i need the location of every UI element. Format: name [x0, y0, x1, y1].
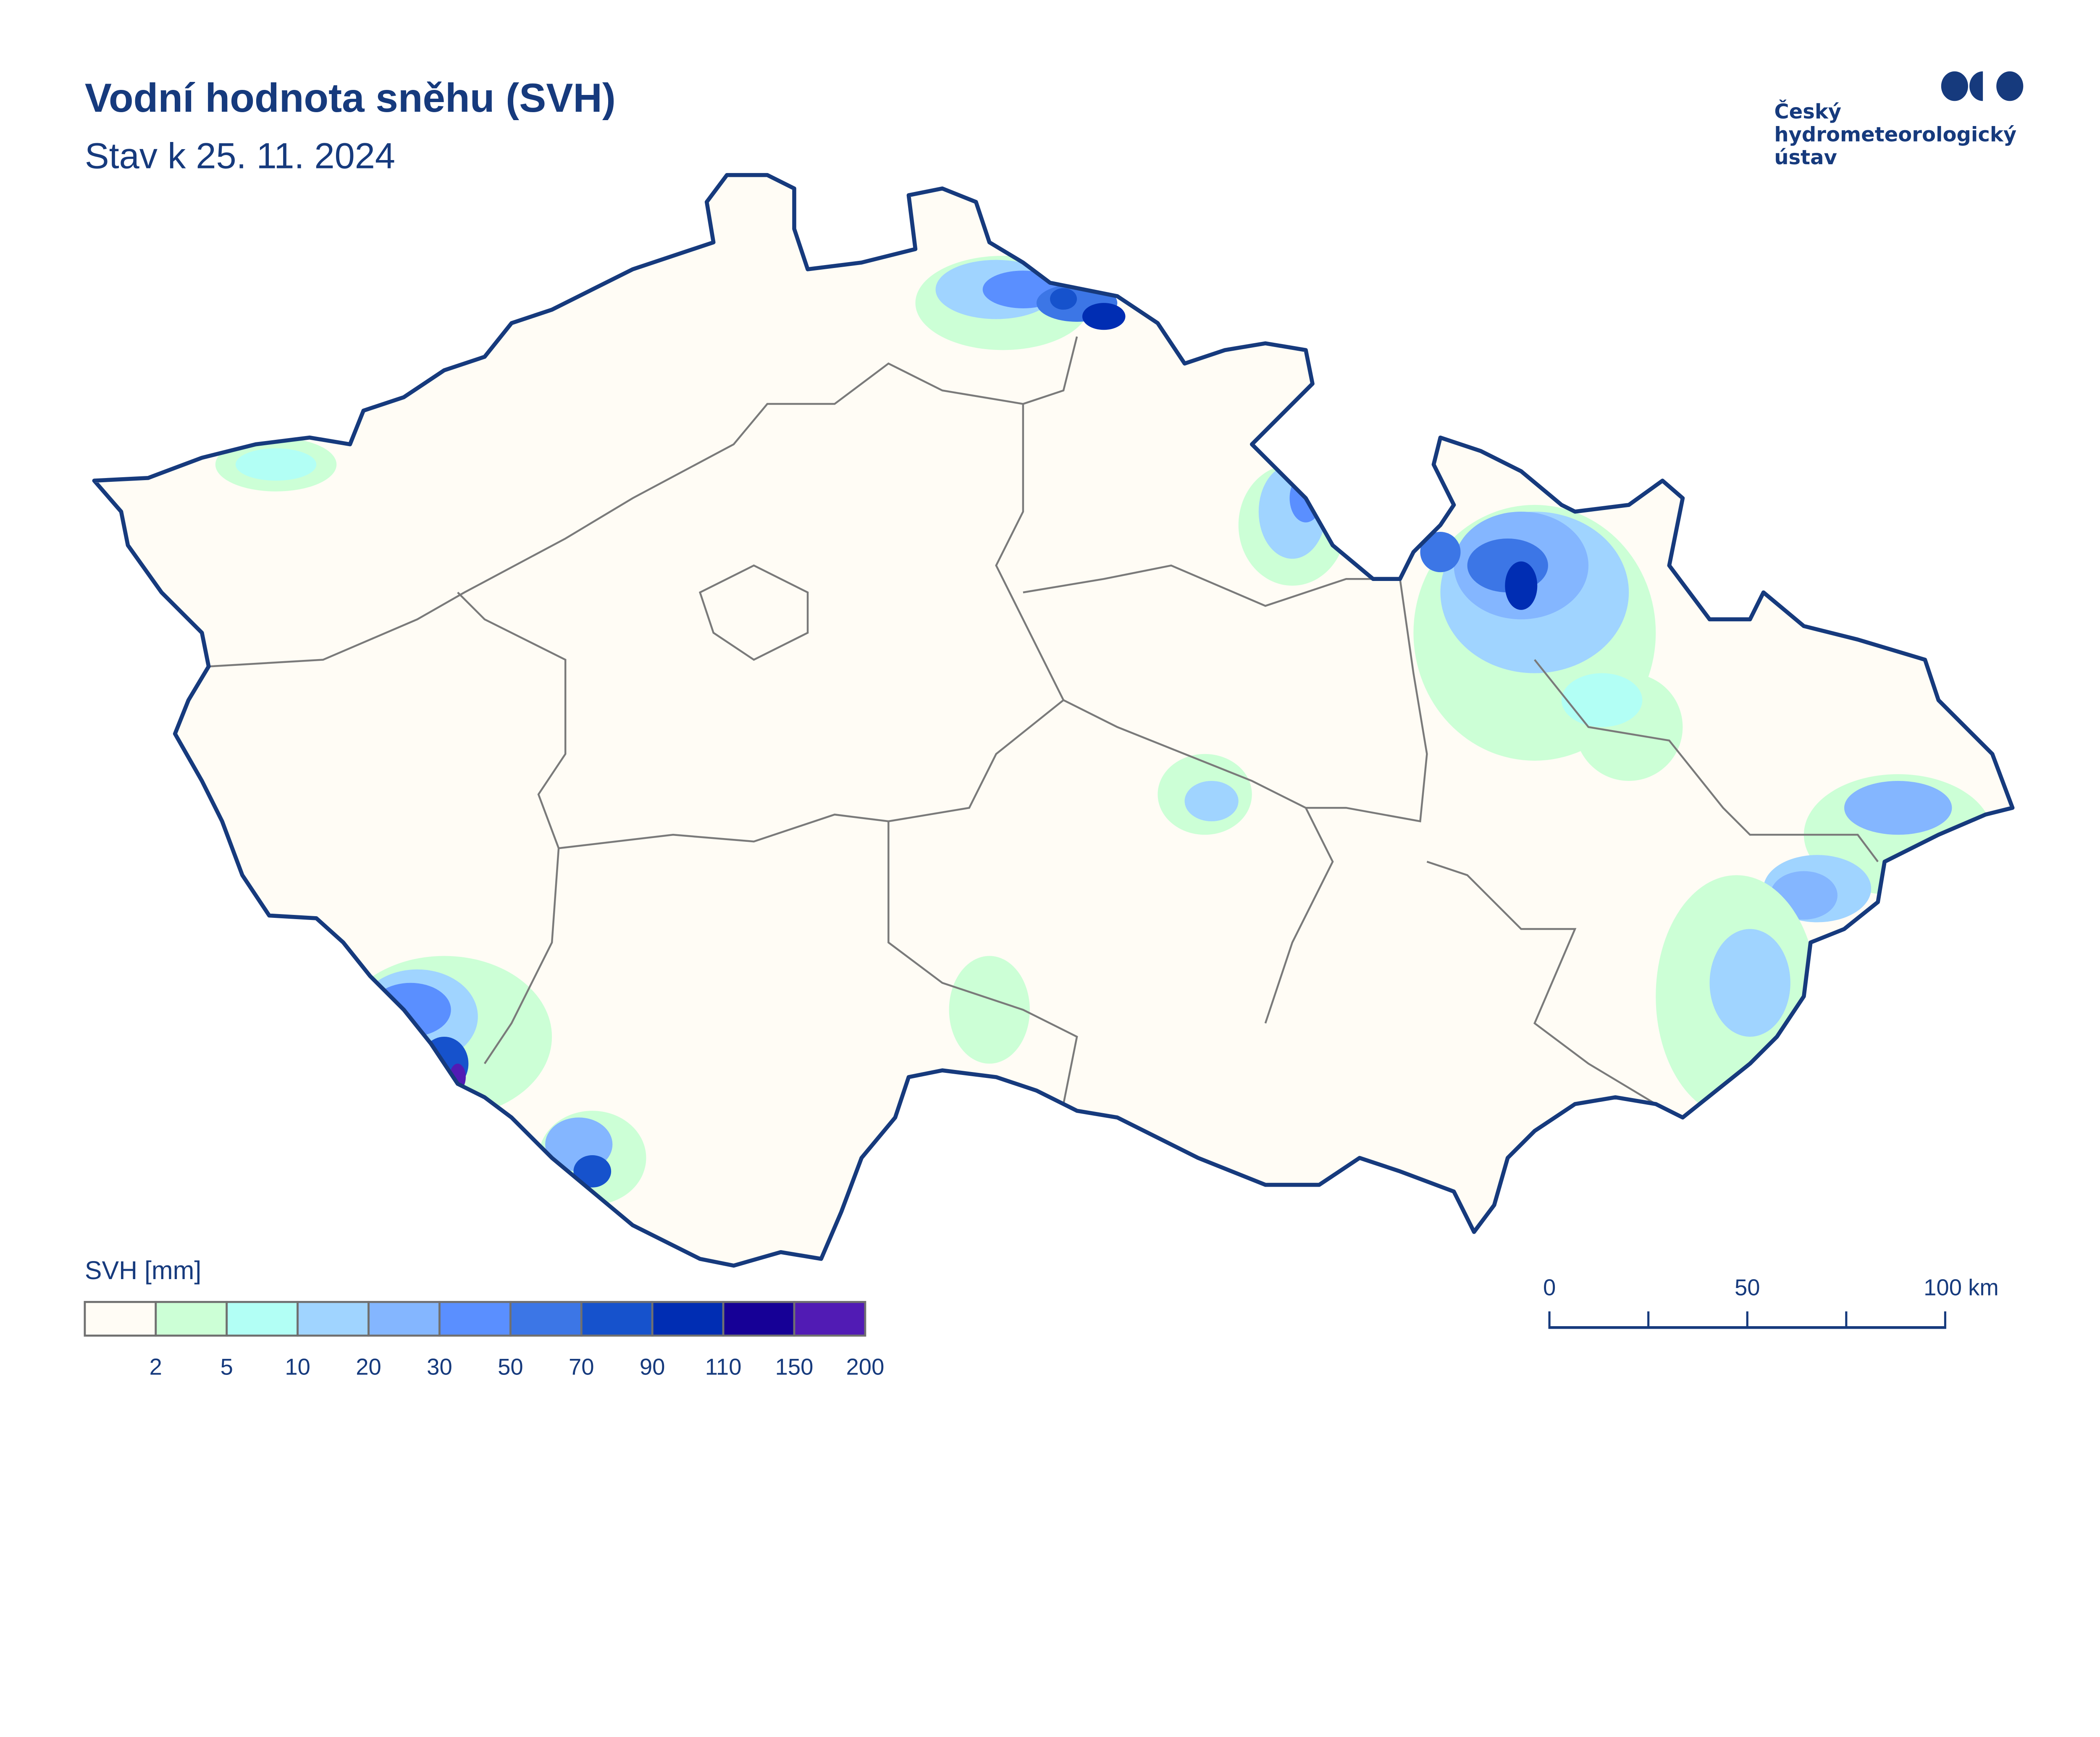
snow-patch: [1844, 780, 1952, 835]
legend-swatch: [722, 1301, 795, 1337]
region-border: [1023, 564, 1400, 607]
legend-swatch: [509, 1301, 583, 1337]
legend-label: 5: [220, 1354, 233, 1380]
legend-swatch: [155, 1301, 228, 1337]
region-border: [1305, 578, 1428, 823]
page-subtitle: Stav k 25. 11. 2024: [85, 136, 395, 176]
region-border: [1426, 861, 1656, 1105]
legend-swatch: [226, 1301, 299, 1337]
snow-patch: [1561, 673, 1643, 727]
logo-dot-1: [1941, 71, 1968, 101]
legend-title: SVH [mm]: [85, 1256, 201, 1285]
snow-patch: [235, 448, 317, 481]
legend-label: 10: [285, 1354, 310, 1380]
region-border: [208, 336, 1078, 667]
legend-label: 90: [640, 1354, 665, 1380]
legend-swatch: [580, 1301, 654, 1337]
logo-half-dot: [1969, 71, 1983, 101]
legend-colorbar: 2 5 10 20 30 50 70 90 110 150 200: [84, 1301, 884, 1380]
scale-label-50: 50: [1735, 1275, 1760, 1300]
snow-areas: [215, 255, 1992, 1205]
region-borders: [208, 336, 1879, 1105]
legend-label: 70: [569, 1354, 594, 1380]
legend-label: 50: [498, 1354, 523, 1380]
legend-label: 110: [705, 1354, 742, 1380]
chmi-logo: Český hydrometeorologický ústav: [1774, 71, 2024, 169]
legend-swatch: [297, 1301, 370, 1337]
page-title: Vodní hodnota sněhu (SVH): [85, 76, 616, 121]
snow-patch: [1505, 561, 1538, 610]
legend-label: 30: [427, 1354, 452, 1380]
legend-swatch: [368, 1301, 441, 1337]
region-border: [698, 564, 809, 661]
snow-water-equivalent-map: Vodní hodnota sněhu (SVH) Stav k 25. 11.…: [84, 71, 2024, 1380]
legend-label: 20: [356, 1354, 381, 1380]
legend-swatch: [84, 1301, 157, 1337]
scale-bar: 0 50 100 km: [1543, 1275, 1999, 1329]
country-border-line: [92, 173, 2015, 1268]
legend-label: 150: [775, 1354, 814, 1380]
land-fill: [94, 175, 2013, 1266]
logo-line-3: ústav: [1774, 146, 1837, 169]
legend-label: 200: [846, 1354, 884, 1380]
legend-label: 2: [150, 1354, 162, 1380]
snow-patch: [573, 1155, 612, 1188]
region-border: [457, 591, 567, 1064]
region-border: [1534, 659, 1879, 862]
legend-swatch: [651, 1301, 724, 1337]
legend-swatch: [793, 1301, 866, 1337]
region-border: [995, 404, 1065, 701]
snow-patch: [1709, 929, 1790, 1037]
country-border: [92, 173, 2015, 1268]
snow-patch: [1082, 303, 1126, 330]
logo-dot-2: [1996, 71, 2024, 101]
region-border: [887, 821, 1078, 1104]
country-land: [94, 175, 2013, 1266]
snow-patch: [1258, 464, 1326, 559]
scale-label-100: 100 km: [1924, 1275, 1999, 1300]
logo-line-1: Český: [1774, 100, 1841, 124]
snow-patch: [1050, 288, 1077, 310]
snow-patch: [1420, 532, 1461, 573]
snow-patch: [1184, 780, 1239, 822]
snow-patch: [949, 956, 1030, 1064]
legend-swatch: [438, 1301, 512, 1337]
scale-label-0: 0: [1543, 1275, 1556, 1300]
logo-line-2: hydrometeorologický: [1774, 123, 2016, 147]
